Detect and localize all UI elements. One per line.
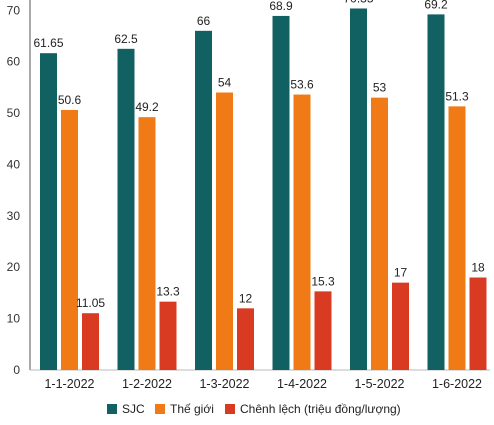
y-tick-label: 50 bbox=[7, 106, 21, 120]
data-labels: 61.65 62.5 66 68.9 70.35 69.2 50.6 49.2 54 53.6 53… bbox=[33, 0, 485, 310]
legend-label: Chênh lệch (triệu đồng/lượng) bbox=[240, 402, 401, 416]
bar-chnh-5 bbox=[469, 277, 487, 370]
x-tick-label: 1-3-2022 bbox=[199, 377, 249, 391]
y-tick-label: 0 bbox=[13, 363, 20, 377]
bar-chnh-0 bbox=[82, 313, 99, 370]
y-tick-labels: 0 10 20 30 40 50 60 70 bbox=[7, 3, 21, 377]
bar-th-2 bbox=[216, 92, 233, 370]
data-label: 53 bbox=[373, 81, 387, 95]
data-label: 62.5 bbox=[114, 32, 138, 46]
data-label: 53.6 bbox=[290, 78, 314, 92]
legend-label: SJC bbox=[122, 402, 145, 416]
bar-th-4 bbox=[371, 97, 388, 370]
data-label: 50.6 bbox=[58, 93, 82, 107]
x-tick-label: 1-6-2022 bbox=[432, 377, 482, 391]
bar-th-3 bbox=[293, 94, 311, 371]
y-tick-label: 10 bbox=[7, 312, 21, 326]
data-label: 66 bbox=[197, 14, 211, 28]
y-tick-label: 60 bbox=[7, 55, 21, 69]
x-tick-labels: 1-1-2022 1-2-2022 1-3-2022 1-4-2022 1-5-2022… bbox=[44, 377, 482, 391]
legend-label: Thế giới bbox=[170, 402, 214, 416]
data-label: 12 bbox=[239, 291, 253, 305]
bar-sjc-1 bbox=[117, 48, 135, 370]
bar-sjc-2 bbox=[195, 30, 212, 370]
x-tick-label: 1-5-2022 bbox=[354, 377, 404, 391]
bar-chnh-4 bbox=[392, 282, 409, 370]
data-label: 18 bbox=[471, 261, 485, 275]
bar-chnh-3 bbox=[314, 291, 332, 370]
bar-th-1 bbox=[138, 117, 156, 371]
data-label: 15.3 bbox=[311, 274, 335, 288]
x-tick-label: 1-2-2022 bbox=[122, 377, 172, 391]
bar-sjc-0 bbox=[40, 53, 57, 370]
bar-sjc-4 bbox=[350, 8, 367, 371]
bar-sjc-5 bbox=[427, 14, 445, 371]
data-label: 17 bbox=[394, 266, 408, 280]
y-tick-label: 20 bbox=[7, 260, 21, 274]
data-label: 69.2 bbox=[424, 0, 448, 11]
data-label: 13.3 bbox=[156, 285, 180, 299]
bar-th-5 bbox=[448, 106, 466, 370]
data-label: 70.35 bbox=[343, 0, 373, 5]
legend-swatch bbox=[225, 404, 235, 414]
y-tick-label: 70 bbox=[7, 3, 21, 17]
x-tick-label: 1-4-2022 bbox=[277, 377, 327, 391]
data-label: 68.9 bbox=[269, 0, 293, 13]
legend-swatch bbox=[107, 404, 117, 414]
y-tick-label: 40 bbox=[7, 157, 21, 171]
data-label: 61.65 bbox=[33, 36, 63, 50]
x-tick-label: 1-1-2022 bbox=[44, 377, 94, 391]
data-label: 54 bbox=[218, 76, 232, 90]
bar-marks bbox=[40, 8, 487, 371]
data-label: 49.2 bbox=[135, 100, 159, 114]
data-label: 51.3 bbox=[445, 89, 469, 103]
legend-swatch bbox=[155, 404, 165, 414]
y-tick-label: 30 bbox=[7, 209, 21, 223]
data-label: 11.05 bbox=[76, 296, 105, 310]
legend: SJC Thế giới Chênh lệch (triệu đồng/lượng) bbox=[107, 402, 401, 416]
bar-th-0 bbox=[61, 109, 78, 370]
bar-chnh-2 bbox=[237, 308, 254, 370]
bar-chnh-1 bbox=[159, 301, 177, 370]
bar-sjc-3 bbox=[272, 15, 290, 371]
